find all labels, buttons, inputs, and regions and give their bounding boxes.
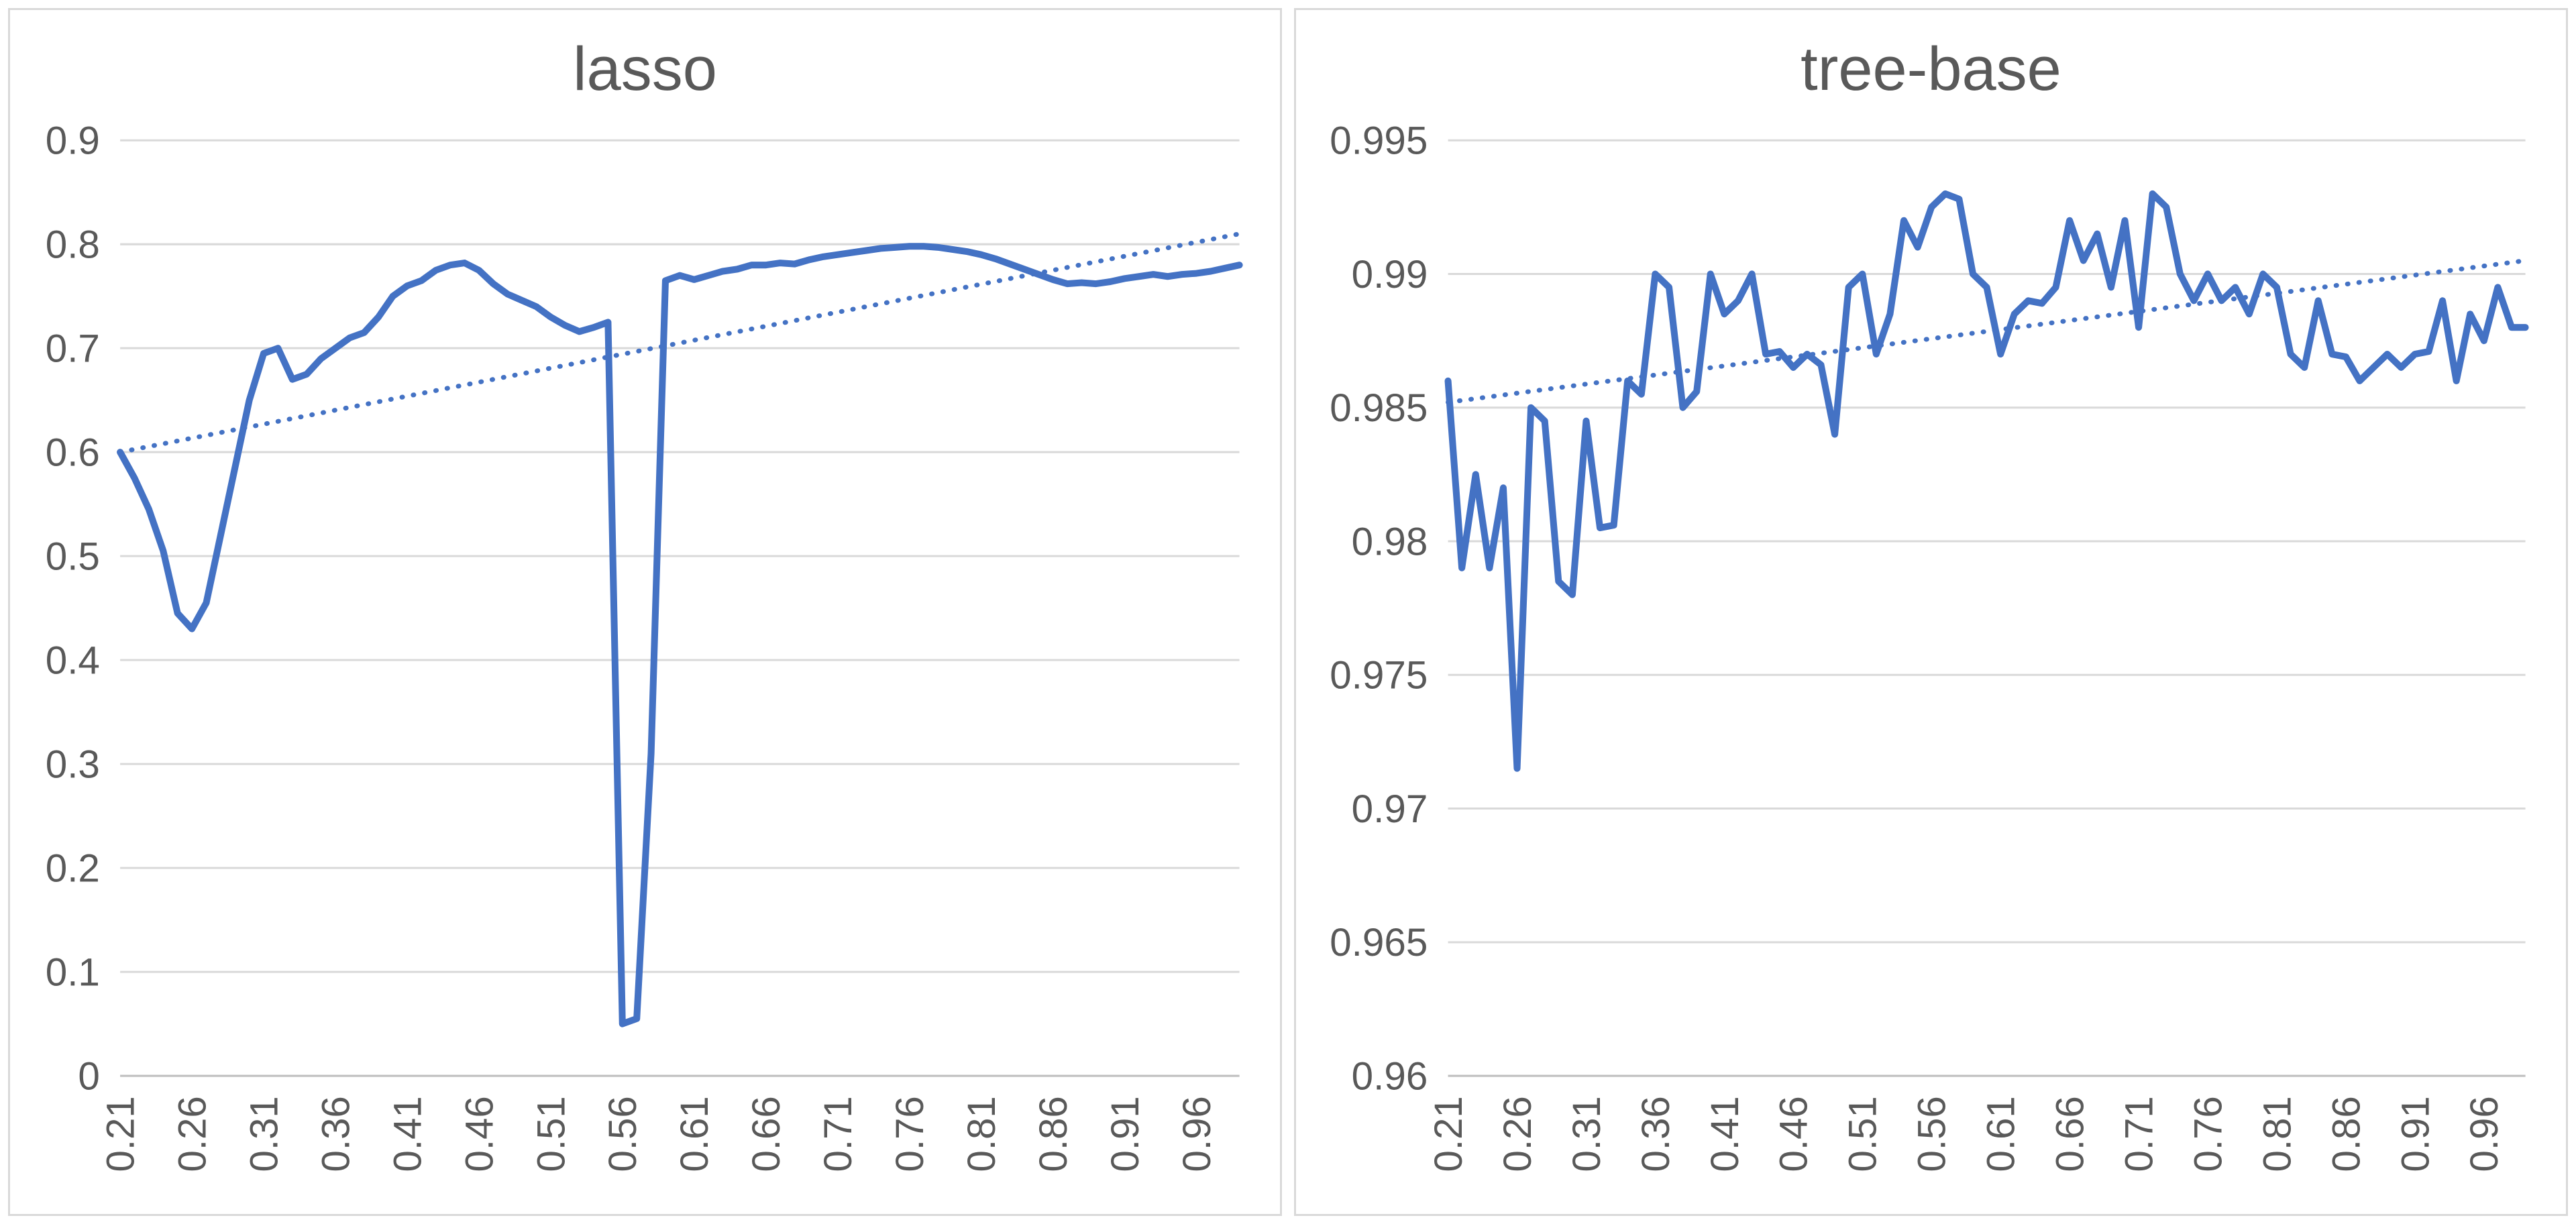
x-tick-label: 0.56 — [601, 1096, 645, 1172]
x-tick-label: 0.71 — [816, 1096, 860, 1172]
x-tick-label: 0.71 — [2117, 1096, 2161, 1172]
y-tick-label: 0.5 — [46, 535, 100, 579]
chart-title-tree-base: tree-base — [1801, 35, 2061, 103]
x-tick-label: 0.31 — [242, 1096, 286, 1172]
x-tick-label: 0.86 — [2324, 1096, 2368, 1172]
x-tick-label: 0.51 — [1841, 1096, 1885, 1172]
x-tick-label: 0.86 — [1032, 1096, 1075, 1172]
x-tick-label: 0.66 — [2048, 1096, 2092, 1172]
x-tick-label: 0.56 — [1911, 1096, 1954, 1172]
y-tick-label: 0.7 — [46, 327, 100, 371]
x-tick-label: 0.31 — [1565, 1096, 1609, 1172]
chart-title-lasso: lasso — [573, 35, 717, 103]
y-tick-label: 0.965 — [1330, 921, 1428, 964]
x-tick-label: 0.76 — [888, 1096, 932, 1172]
x-tick-label: 0.26 — [1496, 1096, 1540, 1172]
x-tick-label: 0.51 — [529, 1096, 573, 1172]
x-tick-label: 0.21 — [99, 1096, 142, 1172]
y-tick-label: 0.99 — [1352, 253, 1428, 296]
y-tick-label: 0.3 — [46, 743, 100, 787]
chart-lasso: 0 0.1 0.2 0.3 0.4 0.5 0.6 0.7 0.8 0.9 0.21 0.26 0.31… — [46, 119, 1243, 1172]
x-tick-label: 0.46 — [1772, 1096, 1816, 1172]
x-tick-label: 0.36 — [314, 1096, 358, 1172]
y-tick-label: 0.96 — [1352, 1055, 1428, 1099]
x-tick-label: 0.81 — [960, 1096, 1004, 1172]
x-tick-label: 0.46 — [458, 1096, 501, 1172]
y-tick-label: 0 — [78, 1055, 99, 1099]
x-tick-label: 0.41 — [386, 1096, 429, 1172]
x-tick-label: 0.61 — [1980, 1096, 2023, 1172]
y-tick-label: 0.975 — [1330, 654, 1428, 698]
x-tick-label: 0.41 — [1703, 1096, 1747, 1172]
x-tick-label: 0.21 — [1427, 1096, 1470, 1172]
x-tick-label: 0.66 — [745, 1096, 788, 1172]
x-tick-label: 0.91 — [1104, 1096, 1147, 1172]
chart-tree-base: 0.96 0.965 0.97 0.975 0.98 0.985 0.99 0.995 0.21… — [1330, 119, 2529, 1172]
x-tick-label: 0.96 — [1175, 1096, 1219, 1172]
y-tick-label: 0.4 — [46, 639, 100, 683]
y-tick-label: 0.98 — [1352, 520, 1428, 564]
chart-panel-lasso: lasso 0 0.1 0.2 0.3 0.4 0.5 0.6 0.7 0.8 0.9 0.21 0.… — [8, 8, 1282, 1216]
y-tick-label: 0.995 — [1330, 119, 1428, 163]
x-tick-label: 0.36 — [1634, 1096, 1678, 1172]
y-tick-label: 0.6 — [46, 431, 100, 475]
y-tick-label: 0.8 — [46, 223, 100, 267]
x-tick-label: 0.96 — [2463, 1096, 2506, 1172]
y-tick-label: 0.1 — [46, 951, 100, 995]
x-tick-label: 0.81 — [2255, 1096, 2299, 1172]
x-tick-label: 0.76 — [2186, 1096, 2230, 1172]
y-tick-label: 0.985 — [1330, 386, 1428, 430]
chart-panel-tree-base: tree-base 0.96 0.965 0.97 0.975 0.98 0.985 0.9… — [1294, 8, 2568, 1216]
y-tick-label: 0.9 — [46, 119, 100, 163]
trendline — [1446, 258, 2528, 405]
series-line — [1444, 190, 2529, 772]
x-tick-label: 0.91 — [2394, 1096, 2437, 1172]
series-line — [117, 243, 1243, 1027]
y-tick-label: 0.97 — [1352, 787, 1428, 831]
x-tick-label: 0.26 — [170, 1096, 214, 1172]
x-tick-label: 0.61 — [673, 1096, 716, 1172]
y-tick-label: 0.2 — [46, 847, 100, 891]
trendline — [117, 231, 1242, 455]
